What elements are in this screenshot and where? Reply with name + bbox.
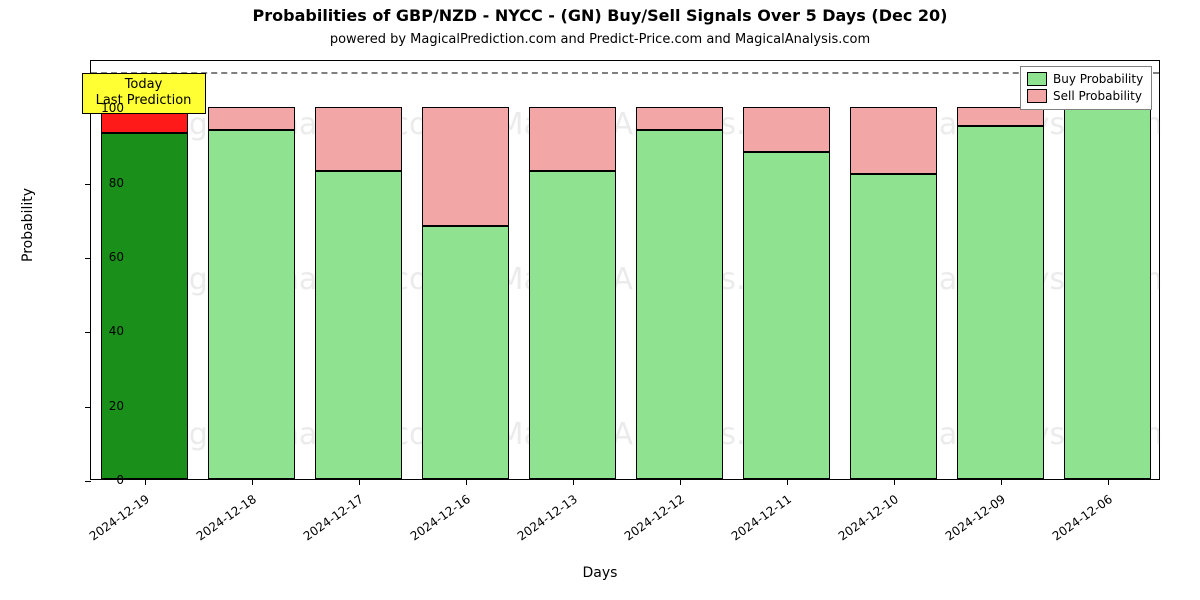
today-annotation-line1: Today — [91, 77, 197, 93]
bar-sell — [529, 107, 617, 170]
x-tick — [359, 479, 360, 485]
bar-buy — [315, 171, 403, 479]
bar-sell — [208, 107, 296, 129]
x-tick-label: 2024-12-06 — [1041, 492, 1115, 549]
x-tick — [787, 479, 788, 485]
legend-swatch — [1027, 89, 1047, 103]
x-tick — [1108, 479, 1109, 485]
reference-dashed-line — [91, 72, 1159, 74]
legend-label: Sell Probability — [1053, 88, 1142, 105]
bar-sell — [743, 107, 831, 152]
plot-area: MagicalAnalysis.comMagicalAnalysis.comMa… — [90, 60, 1160, 480]
legend-label: Buy Probability — [1053, 71, 1143, 88]
chart-title: Probabilities of GBP/NZD - NYCC - (GN) B… — [0, 6, 1200, 25]
x-tick-label: 2024-12-19 — [78, 492, 152, 549]
x-tick-label: 2024-12-17 — [292, 492, 366, 549]
x-tick-label: 2024-12-11 — [720, 492, 794, 549]
bar-buy — [1064, 107, 1152, 479]
x-axis-label: Days — [0, 565, 1200, 581]
watermark: MagicalAnalysis.com — [145, 262, 457, 297]
x-tick-label: 2024-12-18 — [185, 492, 259, 549]
bar-buy — [422, 226, 510, 479]
x-tick-label: 2024-12-13 — [506, 492, 580, 549]
bar-sell — [957, 107, 1045, 126]
x-tick — [466, 479, 467, 485]
x-tick — [573, 479, 574, 485]
bar-buy — [850, 174, 938, 479]
watermark: MagicalAnalysis.com — [145, 417, 457, 452]
bar-buy — [529, 171, 617, 479]
legend-item: Sell Probability — [1027, 88, 1145, 105]
y-tick-label: 100 — [84, 101, 124, 115]
bar-sell — [636, 107, 724, 129]
legend: Buy ProbabilitySell Probability — [1020, 66, 1152, 110]
x-tick — [1001, 479, 1002, 485]
y-tick-label: 0 — [84, 473, 124, 487]
x-tick — [680, 479, 681, 485]
x-tick — [894, 479, 895, 485]
y-axis-label: Probability — [20, 188, 36, 262]
bar-buy — [957, 126, 1045, 479]
x-tick — [252, 479, 253, 485]
bar-sell — [422, 107, 510, 226]
y-tick-label: 60 — [84, 250, 124, 264]
legend-swatch — [1027, 72, 1047, 86]
legend-item: Buy Probability — [1027, 71, 1145, 88]
y-tick-label: 40 — [84, 324, 124, 338]
chart-container: Probabilities of GBP/NZD - NYCC - (GN) B… — [0, 0, 1200, 600]
bar-buy — [208, 130, 296, 479]
y-tick-label: 80 — [84, 176, 124, 190]
x-tick — [145, 479, 146, 485]
chart-subtitle: powered by MagicalPrediction.com and Pre… — [0, 32, 1200, 47]
bar-sell — [315, 107, 403, 170]
bar-sell — [850, 107, 938, 174]
x-tick-label: 2024-12-12 — [613, 492, 687, 549]
bar-buy — [743, 152, 831, 479]
x-tick-label: 2024-12-16 — [399, 492, 473, 549]
y-tick-label: 20 — [84, 399, 124, 413]
bar-buy — [636, 130, 724, 479]
x-tick-label: 2024-12-10 — [827, 492, 901, 549]
x-tick-label: 2024-12-09 — [934, 492, 1008, 549]
